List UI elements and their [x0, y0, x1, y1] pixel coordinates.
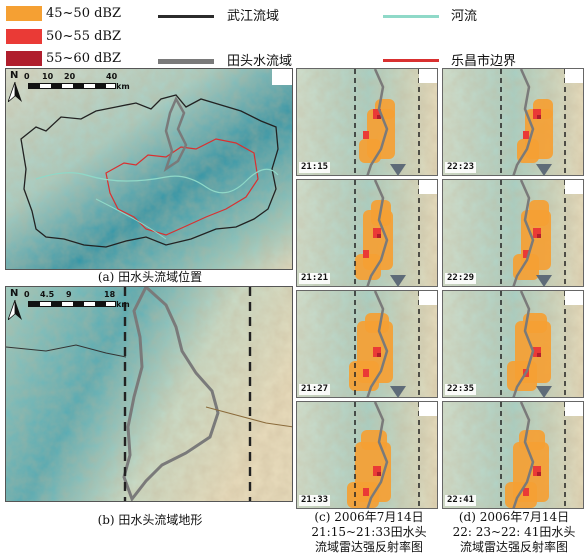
legend-swatch-45-50 — [6, 6, 42, 21]
map-b-terrain-svg — [6, 287, 292, 501]
radar-panel-time: 21:21 — [299, 273, 331, 284]
tiantoushui-boundary — [163, 96, 188, 173]
map-b-caption: (b) 田水头流域地形 — [97, 513, 203, 527]
wujiang-basin-boundary — [20, 94, 279, 248]
map-b-scale-tick-0: 0 — [24, 290, 30, 299]
map-b-scalebar: N 0 4.5 9 18 km — [8, 288, 132, 322]
map-a-scale-unit: km — [116, 82, 130, 91]
legend-label-river: 河流 — [451, 9, 478, 24]
map-a-scale-tick-2: 20 — [64, 72, 76, 81]
map-b-terrain: N 0 4.5 9 18 km — [5, 286, 293, 502]
map-a-scale-tick-0: 0 — [24, 72, 30, 81]
legend-label-55-60: 55~60 dBZ — [46, 51, 122, 66]
col-c-caption-line3: 流域雷达强反射率图 — [314, 540, 423, 554]
radar-panel-time: 22:29 — [445, 273, 477, 284]
col-c-caption-line1: (c) 2006年7月14日 — [314, 510, 424, 524]
map-b-scale-unit: km — [116, 300, 130, 309]
legend-line-wujiang — [158, 15, 214, 18]
radar-panel-time: 21:15 — [299, 162, 331, 173]
map-a-scalebar: N 0 10 20 40 km — [8, 70, 130, 104]
legend-label-tiantoushui: 田头水流域 — [227, 54, 293, 69]
col-d-caption-line2: 22: 23~22: 41田水头 — [452, 525, 576, 539]
radar-panel-time: 21:33 — [299, 495, 331, 506]
sequence-arrow-icon — [390, 275, 406, 287]
map-b-north-label: N — [10, 288, 19, 299]
sequence-arrow-icon — [536, 164, 552, 176]
map-b-scale-tick-2: 9 — [66, 290, 72, 299]
map-a-terrain — [6, 69, 292, 269]
map-a-corner-patch — [272, 69, 292, 85]
radar-panel-time: 22:35 — [445, 384, 477, 395]
legend-label-lechang: 乐昌市边界 — [451, 54, 517, 69]
legend-line-lechang — [383, 59, 439, 62]
map-a-location: N 0 10 20 40 km — [5, 68, 293, 270]
legend-line-tiantoushui — [158, 59, 214, 64]
radar-panel: 21:33 — [296, 401, 438, 509]
legend-label-wujiang: 武江流域 — [227, 9, 280, 24]
radar-panel-time: 21:27 — [299, 384, 331, 395]
radar-panel: 21:15 — [296, 68, 438, 176]
map-a-scale-tick-1: 10 — [42, 72, 54, 81]
radar-panel: 22:23 — [442, 68, 584, 176]
sequence-arrow-icon — [536, 386, 552, 398]
radar-panel-time: 22:41 — [445, 495, 477, 506]
col-c-caption-line2: 21:15~21:33田水头 — [311, 525, 427, 539]
sequence-arrow-icon — [536, 275, 552, 287]
legend-swatch-50-55 — [6, 29, 42, 44]
col-d-caption-line3: 流域雷达强反射率图 — [459, 540, 568, 554]
legend-label-50-55: 50~55 dBZ — [46, 29, 122, 44]
radar-panel: 22:35 — [442, 290, 584, 398]
map-a-caption: (a) 田水头流域位置 — [97, 270, 203, 284]
legend-swatch-55-60 — [6, 51, 42, 66]
map-b-scale-tick-1: 4.5 — [40, 290, 55, 299]
radar-panel: 21:21 — [296, 179, 438, 287]
radar-panel: 22:29 — [442, 179, 584, 287]
north-arrow-icon — [8, 300, 22, 320]
radar-panel: 22:41 — [442, 401, 584, 509]
sequence-arrow-icon — [390, 164, 406, 176]
north-arrow-icon — [8, 82, 22, 102]
river-branch — [95, 198, 167, 240]
map-a-scale-tick-3: 40 — [106, 72, 118, 81]
radar-panel: 21:27 — [296, 290, 438, 398]
radar-panel-time: 22:23 — [445, 162, 477, 173]
map-a-north-label: N — [10, 70, 19, 81]
legend-label-45-50: 45~50 dBZ — [46, 6, 122, 21]
legend-line-river — [383, 15, 439, 18]
col-d-caption-line1: (d) 2006年7月14日 — [458, 510, 570, 524]
sequence-arrow-icon — [390, 386, 406, 398]
tiantoushui-outline — [122, 287, 220, 501]
river-line — [35, 168, 279, 194]
map-b-scale-tick-3: 18 — [104, 290, 116, 299]
